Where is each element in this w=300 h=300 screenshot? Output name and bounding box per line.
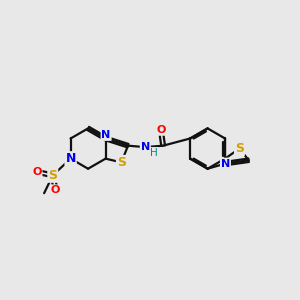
Text: N: N <box>221 158 230 169</box>
Text: O: O <box>156 125 166 135</box>
Text: O: O <box>32 167 42 177</box>
Text: N: N <box>65 152 76 165</box>
Text: S: S <box>117 156 126 169</box>
Text: N: N <box>101 130 111 140</box>
Text: N: N <box>141 142 150 152</box>
Text: H: H <box>150 148 158 158</box>
Text: S: S <box>48 169 57 182</box>
Text: O: O <box>51 185 60 195</box>
Text: S: S <box>235 142 244 155</box>
